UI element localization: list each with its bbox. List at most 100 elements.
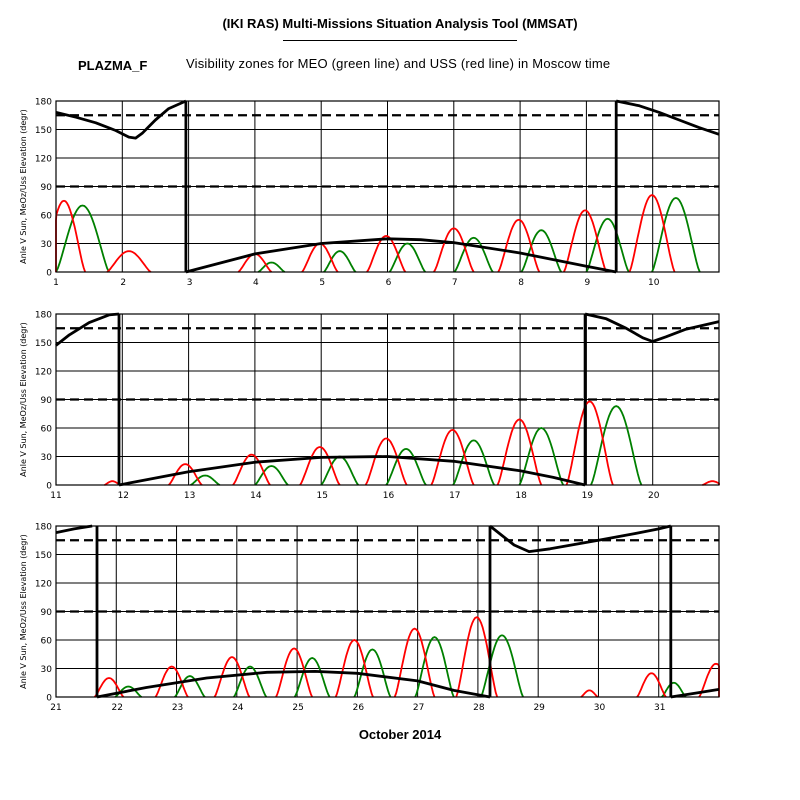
sun-angle-line (96, 670, 491, 699)
y-tick-label: 180 (35, 98, 52, 108)
green-visibility-pass (388, 242, 427, 273)
red-visibility-pass (275, 647, 314, 698)
x-tick-label: 26 (353, 703, 365, 713)
y-tick-label: 120 (35, 368, 52, 378)
green-visibility-pass (174, 675, 206, 698)
sun-angle-line (55, 312, 120, 347)
x-tick-label: 11 (50, 491, 61, 501)
y-axis-label: Anle V Sun, MeOz/Uss Elevation (degr) (19, 109, 28, 264)
green-visibility-pass (414, 636, 455, 698)
red-visibility-pass (580, 689, 599, 698)
y-tick-label: 150 (35, 126, 52, 136)
x-tick-label: 1 (53, 278, 59, 288)
x-tick-label: 20 (648, 491, 660, 501)
red-visibility-pass (496, 418, 543, 486)
y-tick-label: 60 (41, 425, 53, 435)
red-visibility-pass (433, 227, 475, 273)
x-tick-label: 16 (383, 491, 395, 501)
red-visibility-pass (93, 677, 125, 698)
chart-title: (IKI RAS) Multi-Missions Situation Analy… (222, 16, 578, 31)
x-tick-label: 19 (582, 491, 594, 501)
x-tick-label: 8 (518, 278, 524, 288)
red-visibility-pass (168, 463, 203, 486)
sun-angle-line (615, 99, 720, 136)
green-visibility-pass (651, 196, 701, 273)
green-visibility-pass (590, 405, 643, 486)
x-tick-label: 10 (648, 278, 660, 288)
green-visibility-pass (453, 236, 494, 273)
y-tick-label: 0 (46, 694, 52, 704)
green-visibility-pass (55, 204, 110, 273)
green-visibility-pass (480, 634, 524, 698)
sun-angle-line (489, 524, 672, 553)
y-tick-label: 150 (35, 551, 52, 561)
red-visibility-pass (106, 250, 152, 273)
x-tick-label: 28 (473, 703, 485, 713)
y-tick-label: 90 (41, 396, 53, 406)
y-tick-label: 120 (35, 580, 52, 590)
x-tick-label: 25 (292, 703, 303, 713)
green-visibility-pass (257, 261, 286, 273)
red-visibility-pass (393, 627, 436, 698)
sun-angle-line (185, 237, 617, 274)
y-tick-label: 60 (41, 637, 53, 647)
green-visibility-pass (385, 447, 427, 486)
x-tick-label: 21 (50, 703, 61, 713)
x-tick-label: 3 (187, 278, 193, 288)
sun-angle-line (118, 455, 586, 487)
x-tick-label: 30 (594, 703, 606, 713)
x-tick-label: 6 (386, 278, 392, 288)
red-visibility-pass (364, 437, 408, 486)
x-tick-label: 22 (112, 703, 123, 713)
y-tick-label: 60 (41, 212, 53, 222)
y-tick-label: 180 (35, 523, 52, 533)
sun-angle-line (55, 524, 93, 534)
chart-subtitle: Visibility zones for MEO (green line) an… (186, 56, 611, 71)
red-visibility-pass (563, 209, 608, 273)
y-tick-label: 90 (41, 183, 53, 193)
red-visibility-pass (213, 656, 251, 698)
y-tick-label: 30 (41, 240, 53, 250)
x-tick-label: 12 (118, 491, 129, 501)
x-tick-label: 27 (413, 703, 424, 713)
x-tick-label: 31 (654, 703, 665, 713)
plot-frame (55, 313, 720, 486)
y-tick-label: 150 (35, 339, 52, 349)
x-tick-label: 15 (316, 491, 327, 501)
red-visibility-pass (366, 234, 407, 273)
y-tick-label: 0 (46, 269, 52, 279)
red-visibility-pass (299, 446, 341, 486)
x-tick-label: 14 (250, 491, 262, 501)
x-axis-month-label: October 2014 (358, 727, 442, 742)
satellite-name: PLAZMA_F (78, 58, 148, 73)
y-tick-label: 0 (46, 482, 52, 492)
y-tick-label: 90 (41, 608, 53, 618)
plot-frame (55, 525, 720, 698)
x-tick-label: 29 (533, 703, 545, 713)
x-tick-label: 4 (253, 278, 259, 288)
green-visibility-pass (293, 657, 331, 698)
x-tick-label: 24 (232, 703, 244, 713)
sun-angle-line (584, 312, 720, 343)
red-visibility-pass (628, 194, 676, 273)
green-visibility-pass (661, 681, 687, 698)
x-tick-label: 9 (585, 278, 591, 288)
green-visibility-pass (190, 474, 221, 486)
green-visibility-pass (254, 465, 289, 486)
x-tick-label: 23 (172, 703, 183, 713)
x-tick-label: 2 (120, 278, 126, 288)
y-tick-label: 30 (41, 665, 53, 675)
green-visibility-pass (323, 250, 357, 273)
green-visibility-pass (233, 665, 268, 698)
y-axis-label: Anle V Sun, MeOz/Uss Elevation (degr) (19, 534, 28, 689)
red-visibility-pass (232, 453, 271, 486)
green-visibility-pass (585, 217, 630, 273)
red-visibility-pass (636, 672, 667, 698)
y-tick-label: 120 (35, 155, 52, 165)
title-underline (283, 40, 517, 41)
x-tick-label: 17 (449, 491, 460, 501)
x-tick-label: 5 (319, 278, 325, 288)
